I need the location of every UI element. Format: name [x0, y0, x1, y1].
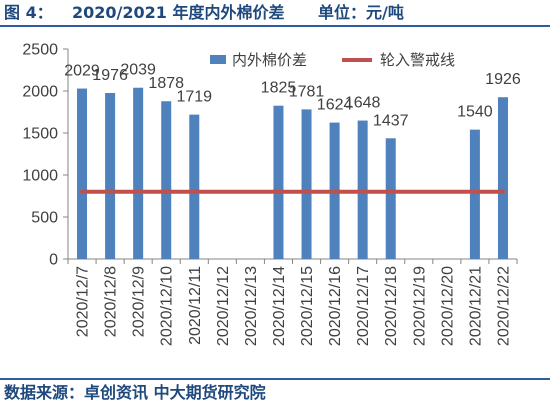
bar-data-label: 1926 — [485, 71, 521, 88]
source-note: 数据来源：卓创资讯 中大期货研究院 — [4, 383, 266, 402]
x-tick-label: 2020/12/14 — [271, 266, 288, 346]
bar-data-label: 2039 — [120, 62, 156, 79]
bar-data-label: 1437 — [373, 112, 409, 129]
y-tick-label: 1500 — [22, 126, 58, 143]
legend-marker-bar — [210, 55, 226, 64]
bar — [273, 105, 284, 259]
bar-data-label: 1624 — [317, 97, 353, 114]
x-tick-label: 2020/12/16 — [327, 266, 344, 346]
bar — [189, 114, 200, 259]
bar-data-label: 1719 — [176, 89, 212, 106]
bar-data-label: 1648 — [345, 95, 381, 112]
chart-title: 2020/2021 年度内外棉价差 — [72, 3, 284, 22]
y-tick-label: 0 — [49, 252, 58, 269]
bar-data-label: 1825 — [261, 80, 297, 97]
legend: 内外棉价差 轮入警戒线 — [210, 51, 455, 69]
x-tick-label: 2020/12/20 — [439, 266, 456, 346]
bar — [469, 129, 480, 259]
bar — [357, 120, 368, 260]
legend-label-line: 轮入警戒线 — [380, 51, 455, 69]
bar-data-label: 1540 — [457, 104, 493, 121]
bar — [385, 138, 396, 259]
x-tick-label: 2020/12/10 — [159, 266, 176, 346]
x-tick-label: 2020/12/19 — [411, 266, 428, 346]
x-tick-label: 2020/12/11 — [187, 266, 204, 345]
figure-label: 图 4： — [4, 3, 53, 22]
unit-label: 单位：元/吨 — [318, 3, 404, 22]
bar — [161, 101, 172, 259]
bar-data-label: 1976 — [92, 67, 128, 84]
legend-label-bar: 内外棉价差 — [232, 51, 307, 69]
x-tick-label: 2020/12/12 — [215, 266, 232, 346]
y-tick-label: 2500 — [22, 42, 58, 59]
bar — [301, 109, 312, 259]
bar-data-label: 2029 — [64, 63, 100, 80]
x-tick-label: 2020/12/18 — [383, 266, 400, 346]
x-tick-label: 2020/12/9 — [131, 266, 148, 337]
x-tick-label: 2020/12/17 — [355, 266, 372, 346]
y-tick-label: 1000 — [22, 168, 58, 185]
bar-data-label: 1878 — [148, 75, 184, 92]
x-tick-label: 2020/12/21 — [467, 266, 484, 346]
x-tick-label: 2020/12/22 — [495, 266, 512, 346]
x-tick-label: 2020/12/15 — [299, 266, 316, 346]
x-tick-label: 2020/12/13 — [243, 266, 260, 346]
y-tick-label: 2000 — [22, 84, 58, 101]
x-tick-label: 2020/12/7 — [75, 266, 92, 337]
y-tick-label: 500 — [31, 210, 58, 227]
plot-area: 0 500 1000 1500 2000 2500 2020/12/7 2020/12/8 20… — [22, 42, 520, 347]
bar — [133, 87, 144, 259]
bar — [105, 93, 116, 260]
bar — [77, 88, 88, 260]
bar-data-label: 1781 — [289, 83, 325, 100]
x-tick-label: 2020/12/8 — [103, 266, 120, 337]
bar — [497, 97, 508, 259]
